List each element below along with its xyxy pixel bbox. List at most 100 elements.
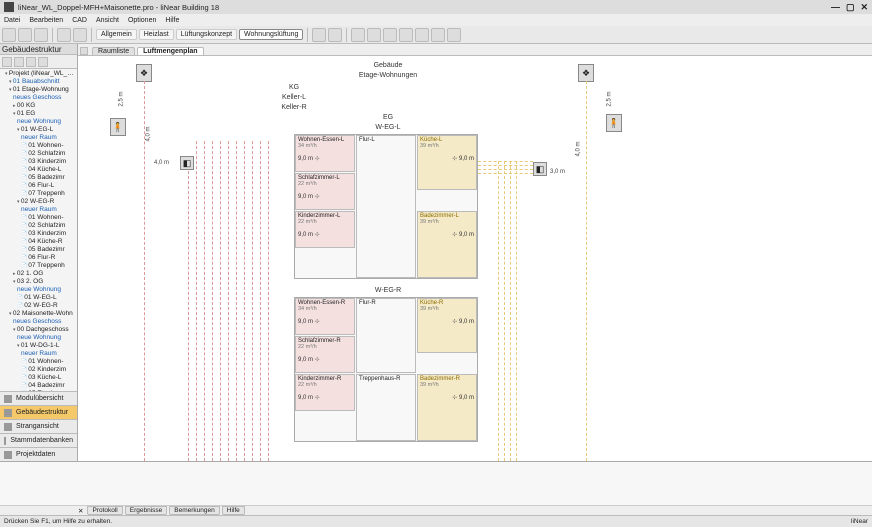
tree-dg[interactable]: 00 Dachgeschoss xyxy=(1,326,76,334)
tree-r03[interactable]: 03 Kinderzim xyxy=(1,158,76,166)
tab-luftmengenplan[interactable]: Luftmengenplan xyxy=(137,47,203,55)
room-kueche-r[interactable]: Küche-R39 m³/h ⊹ 9,0 m xyxy=(417,298,477,353)
btab-protokoll[interactable]: Protokoll xyxy=(87,506,122,515)
tree-rdg02[interactable]: 02 Kinderzim xyxy=(1,366,76,374)
fan-right-icon[interactable]: ❖ xyxy=(578,64,594,82)
room-treppe-r[interactable]: Treppenhaus-R xyxy=(356,374,416,441)
btab-ergebnisse[interactable]: Ergebnisse xyxy=(125,506,168,515)
tb-open-icon[interactable] xyxy=(18,28,32,42)
tb-a-icon[interactable] xyxy=(351,28,365,42)
tree-rdg01[interactable]: 01 Wohnen- xyxy=(1,358,76,366)
room-kinder-l[interactable]: Kinderzimmer-L22 m³/h 9,0 m ⊹ xyxy=(295,211,355,248)
tab-wohnung[interactable]: Wohnungslüftung xyxy=(239,29,303,40)
tb-preview-icon[interactable] xyxy=(73,28,87,42)
tree-etage[interactable]: 01 Etage-Wohnung xyxy=(1,86,76,94)
tb-print-icon[interactable] xyxy=(57,28,71,42)
tb-g-icon[interactable] xyxy=(447,28,461,42)
node-right-icon[interactable]: ◧ xyxy=(533,162,547,176)
node-left-icon[interactable]: ◧ xyxy=(180,156,194,170)
room-flur-l[interactable]: Flur-L xyxy=(356,135,416,278)
lt-stamm[interactable]: Stammdatenbanken xyxy=(0,433,77,447)
tb-b-icon[interactable] xyxy=(367,28,381,42)
tab-allgemein[interactable]: Allgemein xyxy=(96,29,137,40)
menu-bearbeiten[interactable]: Bearbeiten xyxy=(29,17,63,24)
close-button[interactable]: ✕ xyxy=(860,2,868,13)
menu-cad[interactable]: CAD xyxy=(72,17,87,24)
tree-r01[interactable]: 01 Wohnen- xyxy=(1,142,76,150)
tree-up-icon[interactable] xyxy=(26,57,36,67)
tree-w2[interactable]: 02 W-EG-R xyxy=(1,198,76,206)
tree-eg[interactable]: 01 EG xyxy=(1,110,76,118)
btab-hilfe[interactable]: Hilfe xyxy=(222,506,245,515)
room-schlaf-l[interactable]: Schlafzimmer-L22 m³/h 9,0 m ⊹ xyxy=(295,173,355,210)
tree-rdg03[interactable]: 03 Küche-L xyxy=(1,374,76,382)
tree-r04r[interactable]: 04 Küche-R xyxy=(1,238,76,246)
tree-nw[interactable]: neue Wohnung xyxy=(1,118,76,126)
person-left-icon[interactable]: 🧍 xyxy=(110,118,126,136)
tree-nw2[interactable]: neue Wohnung xyxy=(1,286,76,294)
tree-wdg1[interactable]: 01 W-DG-1-L xyxy=(1,342,76,350)
room-bad-l[interactable]: Badezimmer-L39 m³/h ⊹ 9,0 m xyxy=(417,211,477,278)
tree-r07r[interactable]: 07 Treppenh xyxy=(1,262,76,270)
tree-remove-icon[interactable] xyxy=(14,57,24,67)
tree-ng2[interactable]: neues Geschoss xyxy=(1,318,76,326)
tb-f-icon[interactable] xyxy=(431,28,445,42)
tree-r07[interactable]: 07 Treppenh xyxy=(1,190,76,198)
room-wohnen-l[interactable]: Wohnen-Essen-L34 m³/h 9,0 m ⊹ xyxy=(295,135,355,172)
tree-rdg04[interactable]: 04 Badezimr xyxy=(1,382,76,390)
fan-left-icon[interactable]: ❖ xyxy=(136,64,152,82)
lt-projekt[interactable]: Projektdaten xyxy=(0,447,77,461)
tree-w2b[interactable]: 02 W-EG-R xyxy=(1,302,76,310)
tree-r05r[interactable]: 05 Badezimr xyxy=(1,246,76,254)
tb-d-icon[interactable] xyxy=(399,28,413,42)
room-flur-r[interactable]: Flur-R xyxy=(356,298,416,373)
lt-gebaeude[interactable]: Gebäudestruktur xyxy=(0,405,77,419)
tree-down-icon[interactable] xyxy=(38,57,48,67)
maximize-button[interactable]: ▢ xyxy=(846,2,855,13)
tb-c-icon[interactable] xyxy=(383,28,397,42)
tree-ba[interactable]: 01 Bauabschnitt xyxy=(1,78,76,86)
tree-r02r[interactable]: 02 Schlafzim xyxy=(1,222,76,230)
canvas-toggle-icon[interactable] xyxy=(80,47,88,55)
diagram-canvas[interactable]: Gebäude Etage-Wohnungen KG Keller-L Kell… xyxy=(78,56,872,461)
tb-undo-icon[interactable] xyxy=(312,28,326,42)
lt-modul[interactable]: Modulübersicht xyxy=(0,391,77,405)
btab-bemerkungen[interactable]: Bemerkungen xyxy=(169,506,219,515)
menu-ansicht[interactable]: Ansicht xyxy=(96,17,119,24)
tree-nw3[interactable]: neue Wohnung xyxy=(1,334,76,342)
tb-e-icon[interactable] xyxy=(415,28,429,42)
tab-raumliste[interactable]: Raumliste xyxy=(92,47,135,55)
tree-r06r[interactable]: 06 Flur-R xyxy=(1,254,76,262)
tree-ng[interactable]: neues Geschoss xyxy=(1,94,76,102)
tb-new-icon[interactable] xyxy=(2,28,16,42)
room-kueche-l[interactable]: Küche-L39 m³/h ⊹ 9,0 m xyxy=(417,135,477,190)
tree-add-icon[interactable] xyxy=(2,57,12,67)
menu-hilfe[interactable]: Hilfe xyxy=(165,17,179,24)
tree-nr2[interactable]: neuer Raum xyxy=(1,206,76,214)
room-bad-r[interactable]: Badezimmer-R39 m³/h ⊹ 9,0 m xyxy=(417,374,477,441)
tb-redo-icon[interactable] xyxy=(328,28,342,42)
tree-mai[interactable]: 02 Maisonette-Wohn xyxy=(1,310,76,318)
tree-og1[interactable]: 02 1. OG xyxy=(1,270,76,278)
tree-nr1[interactable]: neuer Raum xyxy=(1,134,76,142)
tab-heizlast[interactable]: Heizlast xyxy=(139,29,174,40)
person-right-icon[interactable]: 🧍 xyxy=(606,114,622,132)
menu-optionen[interactable]: Optionen xyxy=(128,17,156,24)
lt-strang[interactable]: Strangansicht xyxy=(0,419,77,433)
tree-r02[interactable]: 02 Schlafzim xyxy=(1,150,76,158)
tree-r05[interactable]: 05 Badezimr xyxy=(1,174,76,182)
project-tree[interactable]: Projekt (liNear_WL_Do… 01 Bauabschnitt 0… xyxy=(0,69,77,391)
tree-w1b[interactable]: 01 W-EG-L xyxy=(1,294,76,302)
tree-nr3[interactable]: neuer Raum xyxy=(1,350,76,358)
tree-r03r[interactable]: 03 Kinderzim xyxy=(1,230,76,238)
tree-r04[interactable]: 04 Küche-L xyxy=(1,166,76,174)
tree-r01r[interactable]: 01 Wohnen- xyxy=(1,214,76,222)
room-wohnen-r[interactable]: Wohnen-Essen-R34 m³/h 9,0 m ⊹ xyxy=(295,298,355,335)
minimize-button[interactable]: — xyxy=(831,2,840,13)
tree-r06[interactable]: 06 Flur-L xyxy=(1,182,76,190)
room-schlaf-r[interactable]: Schlafzimmer-R22 m³/h 9,0 m ⊹ xyxy=(295,336,355,373)
tree-project[interactable]: Projekt (liNear_WL_Do… xyxy=(1,70,76,78)
tree-kg[interactable]: 00 KG xyxy=(1,102,76,110)
menu-datei[interactable]: Datei xyxy=(4,17,20,24)
tb-save-icon[interactable] xyxy=(34,28,48,42)
